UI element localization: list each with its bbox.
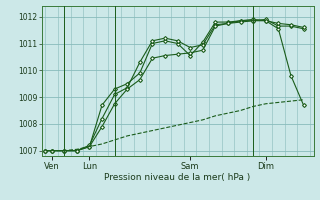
X-axis label: Pression niveau de la mer( hPa ): Pression niveau de la mer( hPa )	[104, 173, 251, 182]
